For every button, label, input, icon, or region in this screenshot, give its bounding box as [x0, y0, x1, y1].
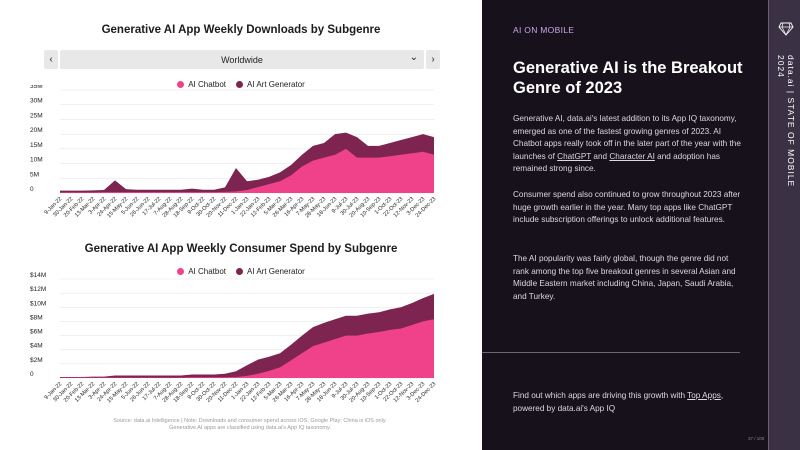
legend-item-chatbot[interactable]: AI Chatbot — [177, 80, 226, 89]
y-tick-label: $8M — [30, 314, 43, 321]
y-tick-label: 20M — [30, 127, 43, 134]
chart1-title: Generative AI App Weekly Downloads by Su… — [101, 24, 381, 36]
gem-icon — [778, 22, 794, 36]
legend-item-chatbot-2[interactable]: AI Chatbot — [177, 267, 226, 276]
section-tag: AI ON MOBILE — [513, 25, 575, 35]
y-tick-label: 5M — [30, 171, 39, 178]
right-panel — [482, 0, 768, 450]
legend-item-art[interactable]: AI Art Generator — [236, 80, 305, 89]
y-tick-label: 0 — [30, 371, 34, 378]
character-ai-link[interactable]: Character AI — [609, 151, 655, 161]
page-number: 37 / 100 — [748, 436, 765, 441]
chart2-title: Generative AI App Weekly Consumer Spend … — [84, 243, 398, 255]
left-panel: Generative AI App Weekly Downloads by Su… — [0, 24, 482, 432]
chevron-down-icon: ⌄ — [409, 52, 418, 63]
y-tick-label: 35M — [30, 85, 43, 90]
y-tick-label: $6M — [30, 329, 43, 336]
legend-item-art-2[interactable]: AI Art Generator — [236, 267, 305, 276]
y-tick-label: 30M — [30, 98, 43, 105]
y-tick-label: 0 — [30, 186, 34, 193]
legend-label-chatbot-2: AI Chatbot — [188, 267, 226, 276]
footer-text: Find out which apps are driving this gro… — [513, 390, 753, 415]
source-line-1: Source: data.ai Intelligence | Note: Dow… — [113, 418, 387, 424]
p1-end: and adoption has remained strong since. — [513, 151, 720, 174]
footer-start: Find out which apps are driving this gro… — [513, 391, 688, 400]
y-tick-label: 15M — [30, 142, 43, 149]
y-tick-label: $14M — [30, 272, 46, 279]
legend-label-art-2: AI Art Generator — [247, 267, 305, 276]
series-area-chatbot — [60, 319, 434, 378]
legend-dot-art — [236, 81, 243, 88]
downloads-chart: 05M10M15M20M25M30M35M9-Jan-2230-Jan-2220… — [30, 85, 437, 219]
chart1-legend: AI Chatbot AI Art Generator — [0, 80, 482, 89]
chart2-legend: AI Chatbot AI Art Generator — [0, 267, 482, 276]
paragraph-3: The AI popularity was fairly global, tho… — [513, 254, 736, 301]
legend-dot-chatbot-2 — [177, 268, 185, 275]
divider — [482, 352, 740, 353]
headline: Generative AI is the Breakout Genre of 2… — [513, 59, 743, 97]
y-tick-label: 10M — [30, 157, 43, 164]
y-tick-label: $2M — [30, 357, 43, 364]
region-select[interactable]: Worldwide ⌄ — [60, 50, 424, 69]
vertical-brand-text: data.ai | STATE OF MOBILE 2024 — [776, 55, 796, 188]
legend-label-chatbot: AI Chatbot — [188, 80, 226, 89]
region-select-value: Worldwide — [221, 54, 263, 65]
legend-label-art: AI Art Generator — [247, 80, 305, 89]
legend-dot-chatbot — [177, 81, 185, 88]
spend-chart: 0$2M$4M$6M$8M$10M$12M$14M9-Jan-2230-Jan-… — [30, 272, 437, 404]
prev-button[interactable]: ‹ — [44, 50, 58, 69]
footer-end: , powered by data.ai's App IQ — [513, 391, 724, 413]
paragraph-2: Consumer spend also continued to grow th… — [513, 190, 741, 225]
source-note: Source: data.ai Intelligence | Note: Dow… — [60, 418, 440, 432]
legend-dot-art-2 — [236, 268, 243, 275]
y-tick-label: $4M — [30, 343, 43, 350]
chatgpt-link[interactable]: ChatGPT — [557, 151, 592, 161]
y-tick-label: 25M — [30, 112, 43, 119]
paragraph-1: Generative AI, data.ai's latest addition… — [513, 113, 745, 176]
p1-start: Generative AI, data.ai's latest addition… — [513, 114, 741, 161]
p1-mid: and — [591, 151, 610, 161]
source-line-2: Generative AI apps are classified using … — [169, 425, 331, 431]
series-area-chatbot — [60, 148, 434, 193]
next-button[interactable]: › — [426, 50, 440, 69]
top-apps-link[interactable]: Top Apps — [687, 391, 721, 400]
sidebar — [768, 0, 800, 450]
y-tick-label: $12M — [30, 286, 46, 293]
y-tick-label: $10M — [30, 300, 46, 307]
